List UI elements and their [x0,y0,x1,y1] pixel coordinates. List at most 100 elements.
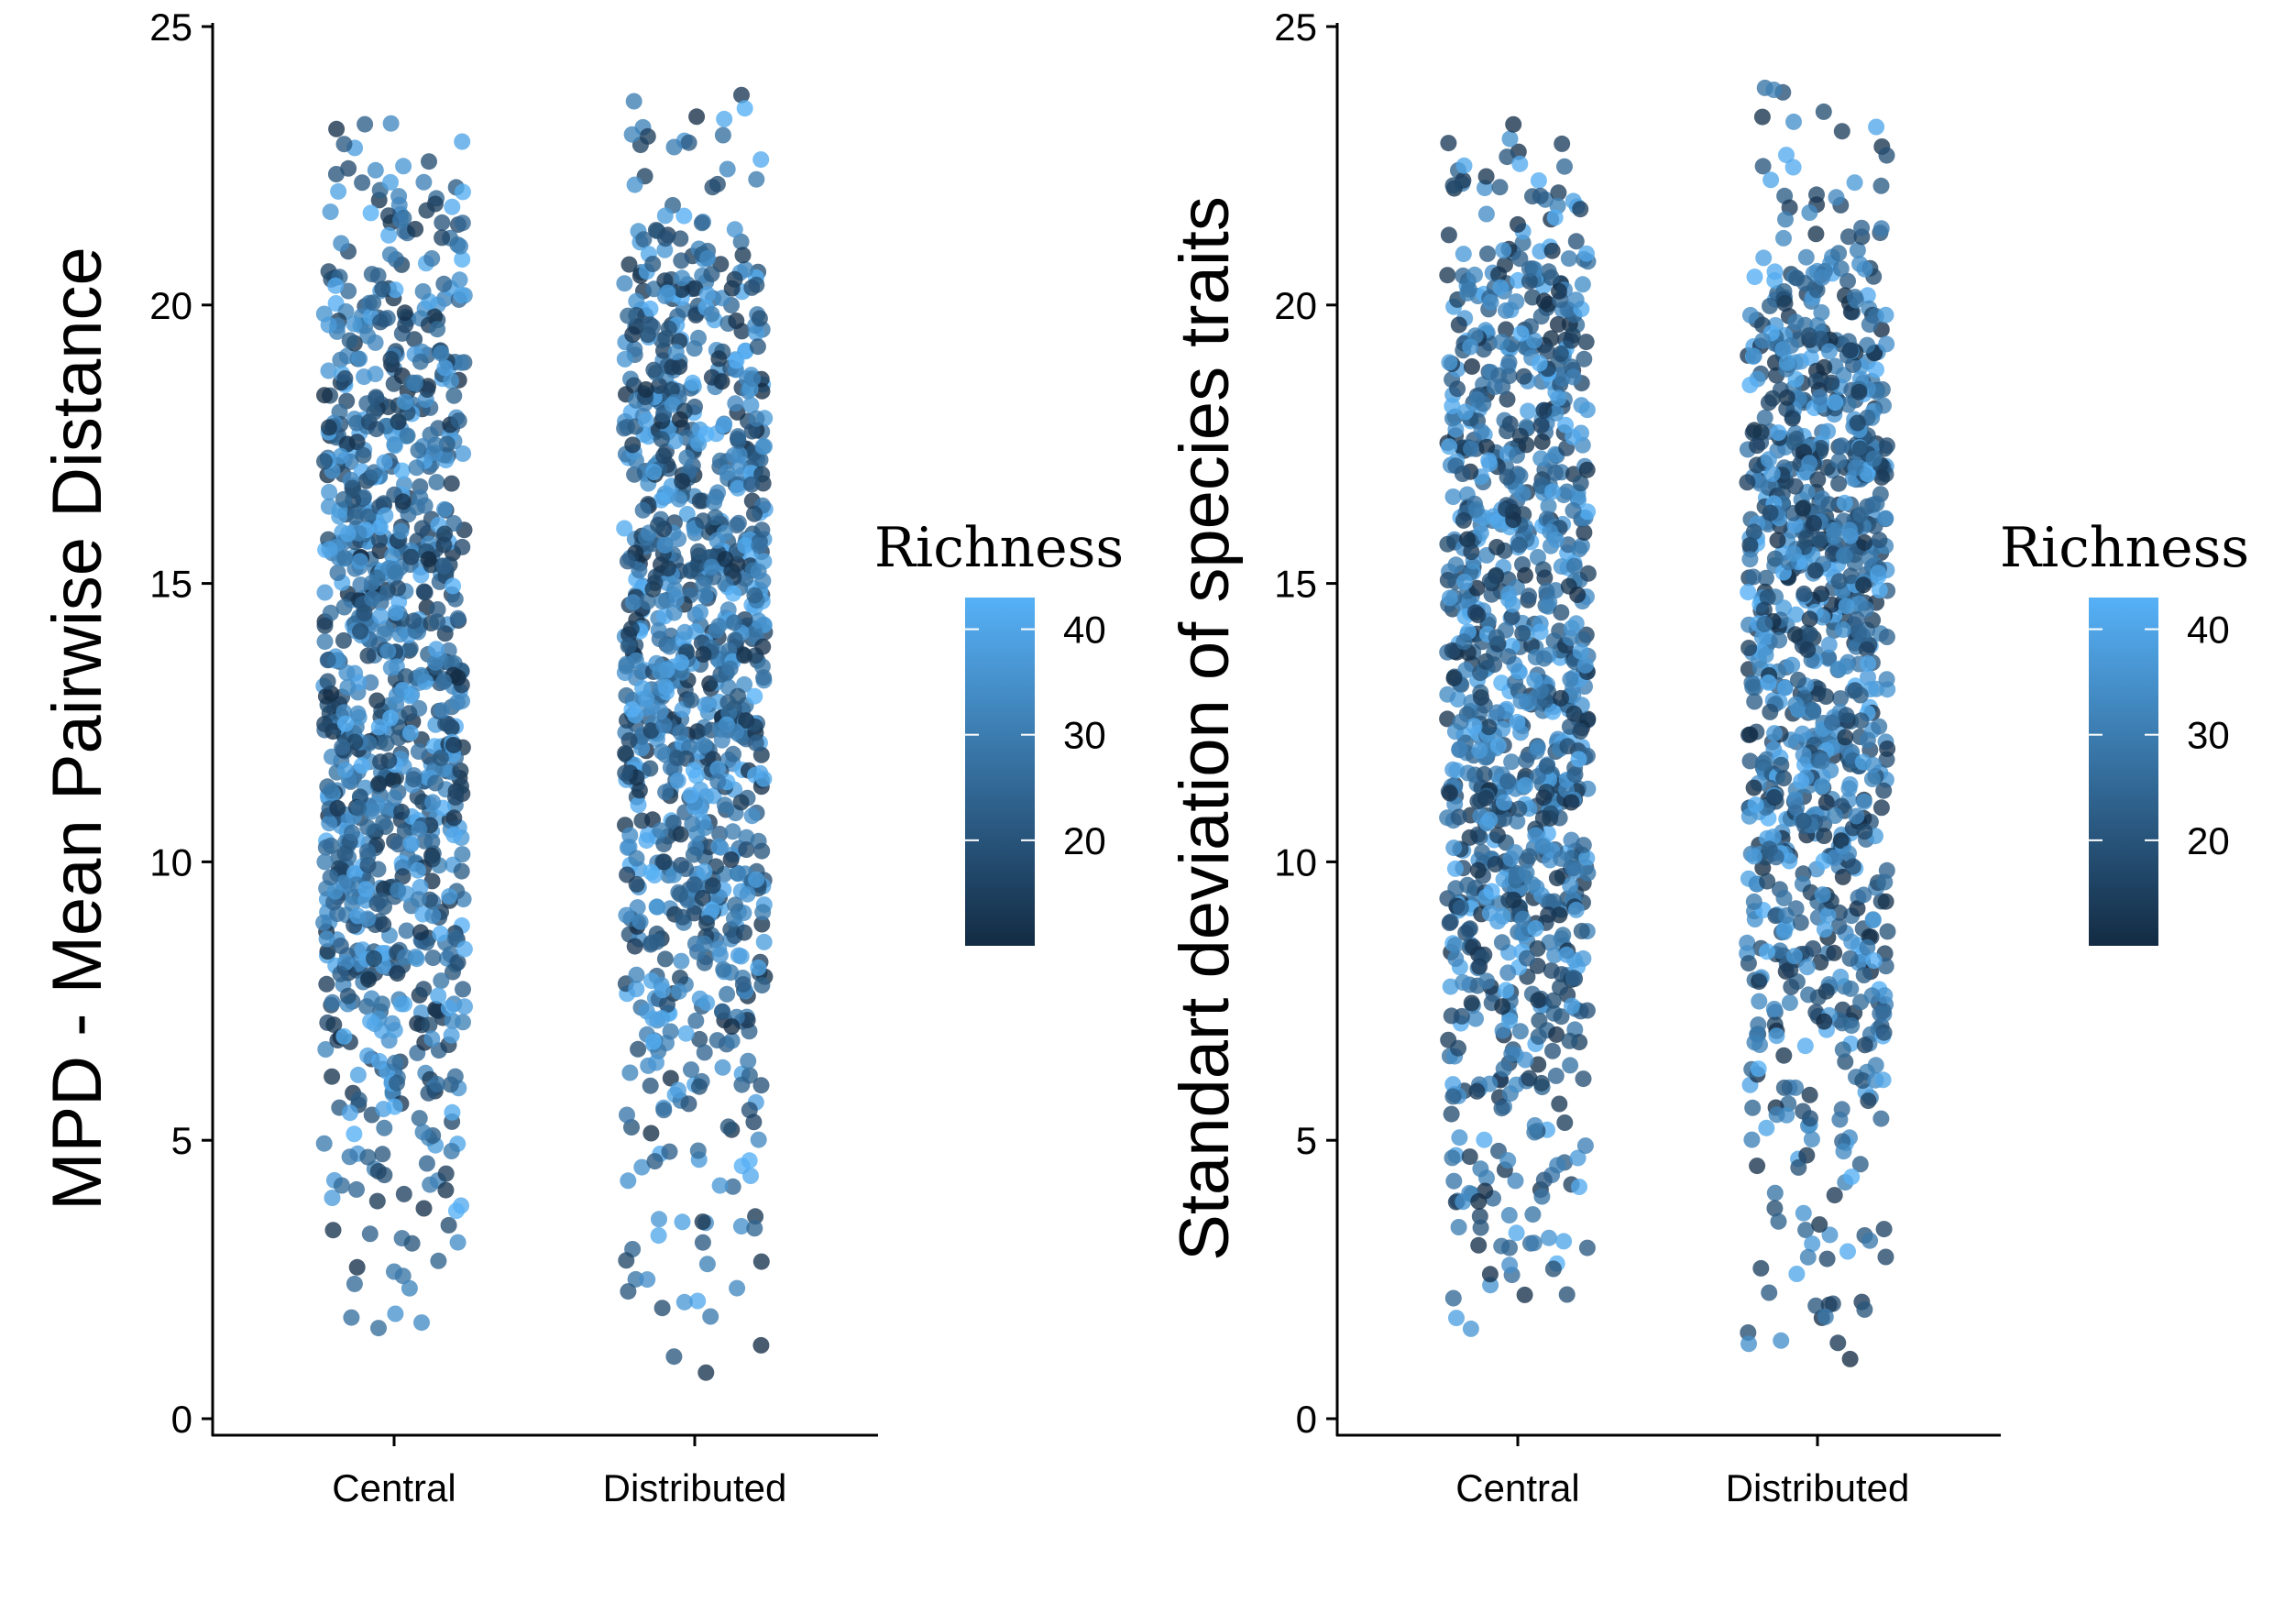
data-point [1781,994,1798,1012]
data-point [374,280,391,298]
data-point [1543,962,1560,979]
data-point [1562,1057,1579,1074]
data-point [1493,934,1510,951]
data-point [1741,306,1759,324]
data-point [1544,1042,1561,1059]
data-point [1773,1332,1790,1349]
data-point [655,1102,673,1119]
data-point [1499,1152,1517,1169]
data-point [1867,1057,1884,1074]
data-point [427,436,445,454]
data-point [1811,1216,1828,1234]
data-point [1839,396,1857,413]
data-point [428,1076,445,1092]
data-point [686,876,703,894]
data-point [429,601,446,618]
data-point [397,316,414,334]
data-point [1514,235,1532,251]
data-point [446,1068,464,1085]
data-point [714,1003,731,1020]
data-point [1503,608,1521,625]
data-point [318,930,335,948]
data-point [1444,1088,1462,1105]
data-point [332,938,349,954]
data-point [1550,184,1567,202]
data-point [1495,242,1512,259]
data-point [742,1168,759,1184]
data-point [429,613,446,631]
data-point [703,368,720,386]
data-point [1762,703,1779,720]
data-point [392,995,410,1013]
data-point [683,1061,699,1079]
data-point [1579,565,1597,582]
data-point [665,604,683,621]
data-point [1439,267,1456,284]
data-point [665,138,683,156]
data-point [1802,349,1819,367]
data-point [378,735,395,752]
data-point [409,861,426,879]
data-point [650,1227,667,1245]
data-point [1833,437,1850,455]
data-point [405,612,423,630]
data-point [1466,718,1483,735]
data-point [333,1177,350,1194]
data-point [1839,272,1856,290]
data-point [1747,796,1764,814]
data-point [399,427,416,444]
data-point [1565,705,1583,722]
data-point [320,316,337,334]
data-point [370,775,388,793]
data-point [388,565,404,581]
legend-tick-label: 20 [1063,819,1106,862]
data-point [620,1172,637,1190]
data-point [1778,147,1795,164]
data-point [1745,779,1762,796]
data-point [437,1181,455,1199]
data-point [727,896,744,914]
data-point [1855,967,1872,983]
data-point [440,1000,457,1016]
data-point [449,1234,467,1251]
data-point [357,115,374,133]
data-point [698,1256,716,1273]
data-point [710,350,728,368]
y-tick-label: 25 [149,5,192,49]
data-point [1846,289,1863,306]
data-point [326,883,344,900]
data-point [387,1305,404,1322]
data-point [1765,789,1783,806]
data-point [633,740,651,757]
data-point [1743,1131,1761,1148]
data-point [1852,506,1870,523]
data-point [1544,1260,1562,1278]
data-point [428,474,445,491]
data-point [1830,660,1848,677]
data-point [350,799,368,817]
data-point [367,334,384,351]
data-point [1809,471,1827,488]
data-point [1806,562,1824,579]
data-point [673,653,690,671]
data-point [1832,832,1850,850]
data-point [644,256,662,272]
data-point [1832,260,1850,278]
data-point [698,915,715,932]
data-point [670,982,687,1000]
data-point [1553,850,1570,867]
data-point [390,413,407,431]
data-point [684,374,701,391]
data-point [1488,539,1506,555]
data-point [1567,233,1585,250]
data-point [1745,568,1762,586]
data-point [1756,616,1773,632]
data-point [1838,598,1855,615]
data-point [316,853,334,871]
data-point [709,760,727,777]
data-point [1441,915,1458,931]
data-point [1518,752,1535,769]
data-point [630,1040,647,1058]
data-point [445,736,462,753]
data-point [623,126,641,143]
